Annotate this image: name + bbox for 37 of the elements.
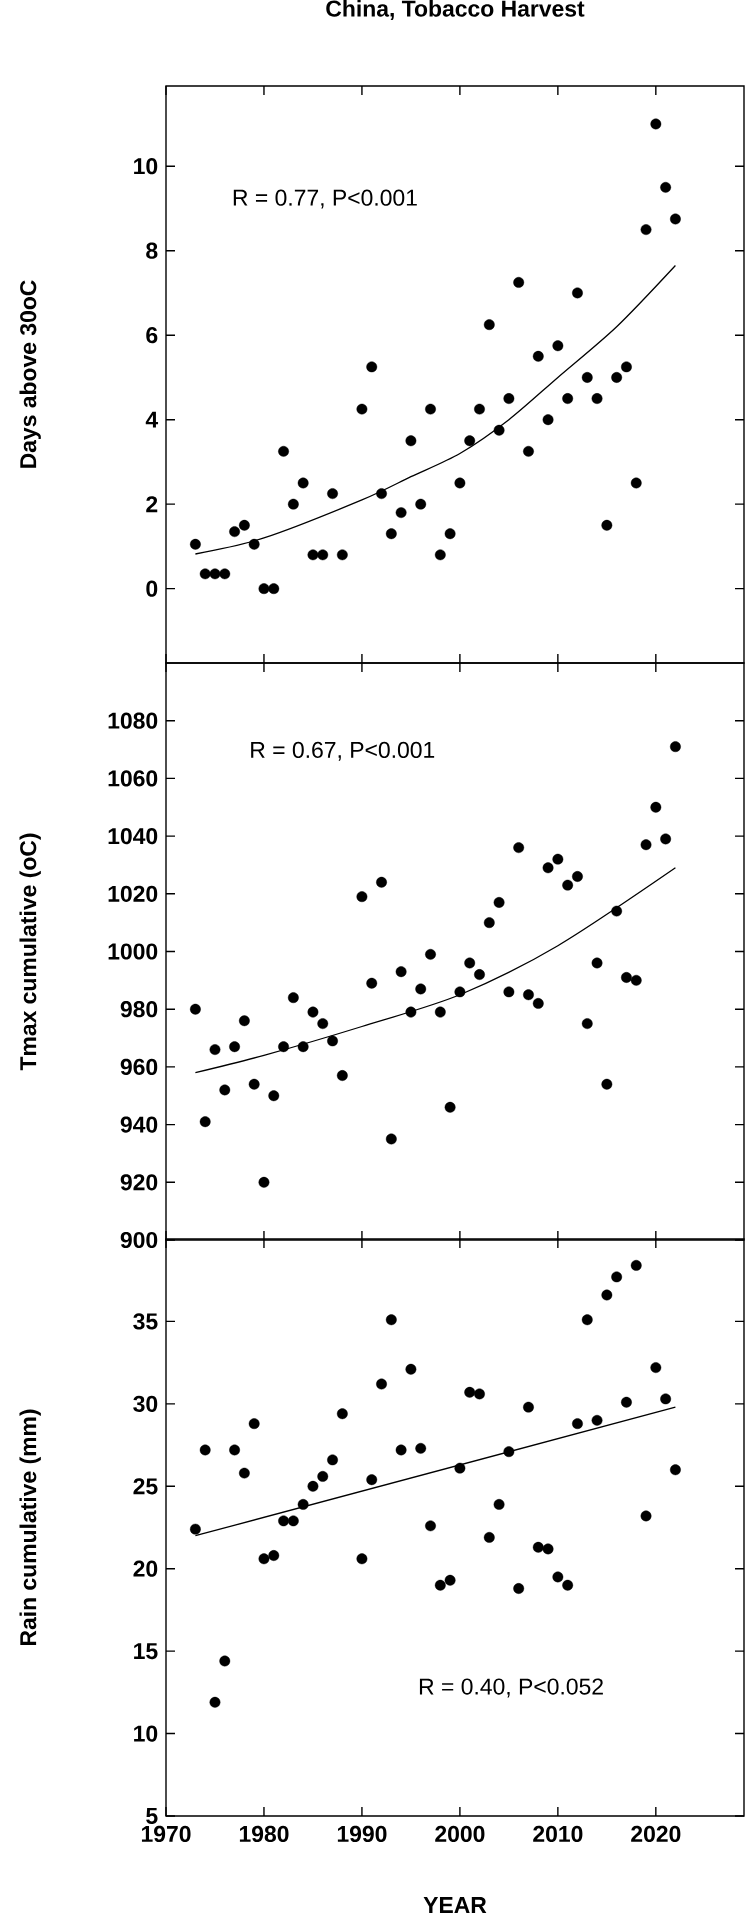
chart-title: China, Tobacco Harvest	[326, 0, 585, 21]
x-tick-label: 2010	[533, 1825, 583, 1843]
y-tick-label: 25	[133, 1478, 158, 1495]
y-tick-label: 4	[145, 411, 159, 428]
annotation: R = 0.67, P<0.001	[251, 741, 435, 761]
y-tick-label: 1080	[108, 712, 158, 729]
y-tick-label: 20	[133, 1560, 158, 1577]
y-tick-label: 920	[120, 1174, 158, 1191]
y-tick-label: 980	[120, 1001, 158, 1018]
x-tick-label: 2000	[435, 1825, 485, 1843]
y-axis-title: Days above 30oC	[19, 280, 41, 468]
y-tick-label: 1060	[108, 770, 158, 787]
y-tick-label: 15	[134, 1643, 158, 1660]
annotation: R = 0.77, P<0.001	[233, 189, 417, 209]
y-tick-label: 1020	[108, 885, 158, 902]
y-tick-label: 940	[120, 1116, 158, 1133]
y-tick-label: 10	[134, 158, 158, 175]
x-tick-label: 1990	[337, 1825, 387, 1843]
y-axis-title: Rain cumulative (mm)	[19, 1409, 41, 1646]
x-axis-title: YEAR	[423, 1897, 487, 1913]
y-tick-label: 10	[134, 1725, 158, 1742]
y-tick-label: 1000	[108, 943, 158, 960]
y-tick-label: 900	[120, 1231, 158, 1249]
y-tick-label: 5	[146, 1808, 158, 1824]
x-tick-label: 1970	[141, 1825, 191, 1843]
y-axis-title: Tmax cumulative (oC)	[19, 833, 41, 1071]
y-tick-label: 6	[146, 327, 158, 344]
x-tick-label: 1980	[239, 1825, 289, 1843]
y-tick-label: 8	[146, 242, 158, 259]
y-tick-label: 0	[146, 580, 158, 597]
y-tick-label: 2	[146, 496, 158, 513]
x-tick-label: 2020	[631, 1825, 681, 1843]
y-tick-label: 1040	[108, 827, 158, 845]
y-tick-label: 30	[133, 1395, 158, 1412]
y-tick-label: 960	[120, 1058, 158, 1075]
y-tick-label: 35	[133, 1313, 158, 1330]
annotation: R = 0.40, P<0.052	[419, 1678, 603, 1698]
